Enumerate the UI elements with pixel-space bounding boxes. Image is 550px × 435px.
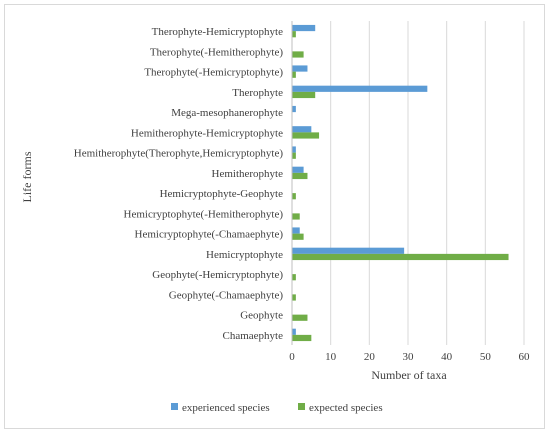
grid-layer [330,21,525,345]
x-tick-label: 0 [289,351,295,363]
bar-expected [292,253,509,261]
bar-expected [292,132,320,139]
bar-expected [292,172,308,180]
bar-experienced [292,105,296,113]
bar-experienced [292,328,296,335]
y-category-label: Geophyte(-Hemicryptophyte) [152,269,283,281]
y-category-label: Hemicryptophyte(-Hemitherophyte) [124,208,284,220]
bar-expected [292,274,296,281]
legend: experienced species expected species [171,402,383,414]
y-category-label: Hemicryptophyte-Geophyte [160,188,284,200]
bar-expected [292,51,304,58]
y-category-label: Hemicryptophyte [206,249,283,261]
y-category-label: Hemicryptophyte(-Chamaephyte) [135,229,284,241]
bars-layer [292,24,509,342]
bar-expected [292,233,304,240]
x-axis-title: Number of taxa [371,368,447,382]
bar-experienced [292,85,428,92]
y-category-label: Hemitherophyte-Hemicryptophyte [131,127,283,139]
y-category-label: Geophyte(-Chamaephyte) [169,289,284,301]
chart-frame: 0 10 20 30 40 50 60 Therophyte-Hemicryptophyte T… [4,4,545,429]
x-tick-label: 40 [441,351,453,363]
bar-experienced [292,247,405,254]
y-category-label: Geophyte [240,310,283,322]
bar-experienced [292,227,300,234]
bar-expected [292,91,316,99]
bar-expected [292,314,308,321]
y-category-label: Hemitherophyte(Therophyte,Hemicryptophyt… [74,148,284,160]
y-category-label: Hemitherophyte [212,168,284,180]
bar-chart: 0 10 20 30 40 50 60 Therophyte-Hemicryptophyte T… [20,21,530,414]
bar-experienced [292,166,304,173]
y-category-label: Therophyte(-Hemitherophyte) [150,46,284,58]
y-category-label: Therophyte [232,87,283,99]
y-category-label: Chamaephyte [223,330,284,342]
legend-swatch-expected [298,403,305,410]
y-category-label: Therophyte(-Hemicryptophyte) [144,67,283,79]
x-tick-label: 50 [480,351,492,363]
legend-label-expected: expected species [309,402,383,414]
y-category-label: Mega-mesophanerophyte [171,107,283,119]
y-category-label: Therophyte-Hemicryptophyte [152,26,283,38]
x-tick-label: 10 [325,351,337,363]
bar-expected [292,71,296,78]
legend-swatch-experienced [171,403,178,410]
bar-expected [292,193,296,200]
x-tick-label: 20 [364,351,376,363]
bar-experienced [292,65,308,72]
labels-layer: 0 10 20 30 40 50 60 Therophyte-Hemicryptophyte T… [74,26,530,363]
bar-experienced [292,126,312,133]
x-tick-label: 60 [519,351,531,363]
bar-expected [292,334,312,342]
legend-label-experienced: experienced species [182,402,270,414]
bar-experienced [292,24,316,32]
bar-experienced [292,146,296,153]
bar-expected [292,31,296,38]
bar-expected [292,294,296,301]
x-tick-label: 30 [403,351,415,363]
bar-expected [292,213,300,220]
bar-expected [292,152,296,159]
y-axis-title: Life forms [20,151,34,202]
